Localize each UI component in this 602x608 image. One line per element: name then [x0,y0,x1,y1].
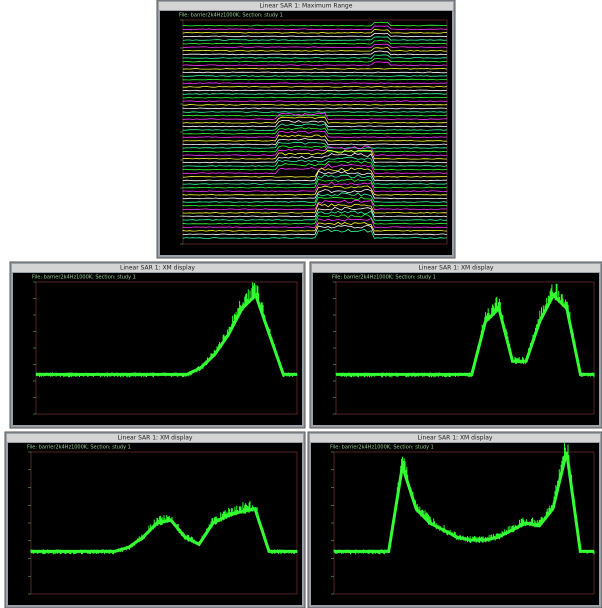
waterfall-line [182,100,447,103]
file-header: File: barrier2k4Hz1000K; Section: study … [32,275,136,281]
waterfall-line [182,145,448,157]
waterfall-line [182,206,448,218]
waterfall-line [182,43,448,49]
waterfall-line [182,78,448,81]
waterfall-line [182,67,448,70]
waterfall-line [182,160,448,171]
waterfall-line [182,181,448,193]
waterfall-line [182,114,448,117]
window-title: Linear SAR 1: XM display [120,265,195,272]
waterfall-line [182,82,448,85]
waterfall-line [182,156,448,167]
waterfall-line [182,185,448,196]
waterfall-line [182,39,448,45]
waterfall-line [182,54,448,59]
waterfall-line [182,210,448,221]
waterfall-line [182,107,448,110]
waterfall-line [182,127,448,135]
display [160,11,452,255]
waterfall-line [182,33,448,38]
file-header: File: barrier2k4Hz1000K; Section: study … [27,445,131,451]
waterfall-line [182,221,448,232]
display [311,443,599,605]
waterfall-line [182,149,447,160]
waterfall-line [182,214,448,225]
waterfall-line [182,192,448,203]
waterfall-line [182,130,448,139]
waterfall-line [182,111,448,113]
waterfall-line [182,228,448,239]
waterfall-line [182,196,448,207]
window-title: Linear SAR 1: XM display [418,435,493,442]
spectrum-trace [334,451,594,553]
waterfall-line [182,93,448,95]
waterfall-line [182,199,448,211]
waterfall-line [182,29,448,34]
spectrum-trace [36,292,297,376]
waterfall-line [182,217,448,229]
title-bar [7,434,303,442]
waterfall-line [182,134,447,142]
waterfall-line [182,112,448,121]
waterfall-line [182,152,447,164]
file-header: File: barrier2k4Hz1000K; Section: study … [179,13,283,19]
waterfall-line [182,141,448,149]
waterfall-line [182,123,448,131]
title-bar [12,264,303,272]
waterfall-line [182,119,448,128]
waterfall-line [182,50,448,56]
waterfall-line [182,21,448,27]
waterfall-line [182,57,448,63]
window-title: Linear SAR 1: XM display [419,265,494,272]
waterfall-line [182,25,448,31]
file-header: File: barrier2k4Hz1000K; Section: study … [332,275,436,281]
window-title: Linear SAR 1: XM display [118,435,193,442]
waterfall-line [182,71,448,74]
waterfall-line [182,178,448,189]
waterfall-line [182,85,448,88]
waterfall-line [182,202,448,214]
waterfall-line [182,167,448,178]
window-title: Linear SAR 1: Maximum Range [260,3,353,10]
spectrum-trace [336,292,594,376]
waterfall-line [182,103,448,106]
title-bar [159,2,453,10]
waterfall-line [182,89,448,92]
title-bar [312,264,600,272]
waterfall-line [182,170,448,182]
title-bar [310,434,600,442]
waterfall-line [182,75,448,77]
waterfall-line [182,189,448,200]
waterfall-line [182,96,447,99]
waterfall-line [182,163,448,175]
file-header: File: barrier2k4Hz1000K; Section: study … [330,445,434,451]
waterfall-line [182,36,448,41]
waterfall-line [182,61,448,67]
waterfall-line [182,145,448,153]
spectrum-trace [31,507,297,553]
waterfall-line [182,116,448,124]
waterfall-line [182,224,448,236]
waterfall-line [182,138,448,146]
waterfall-line [182,46,447,52]
waterfall-line [182,174,448,185]
